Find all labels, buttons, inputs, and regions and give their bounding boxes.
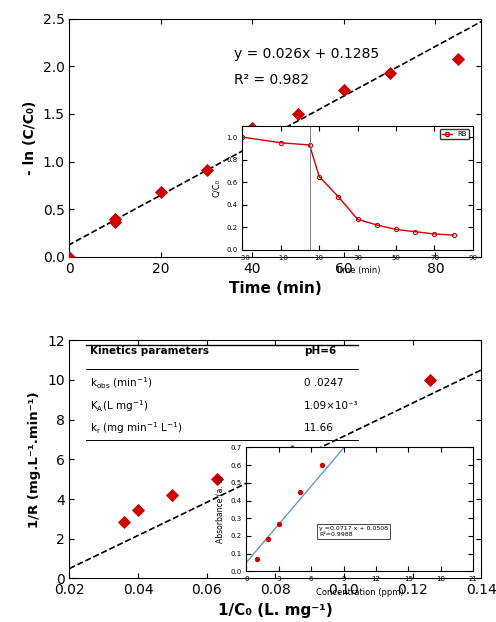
Y-axis label: - ln (C/C₀): - ln (C/C₀)	[23, 101, 37, 175]
Point	[213, 474, 221, 484]
Text: 11.66: 11.66	[304, 424, 334, 434]
Text: y = 0.026x + 0.1285: y = 0.026x + 0.1285	[234, 47, 379, 61]
Point	[426, 375, 434, 385]
Text: Kinetics parameters: Kinetics parameters	[90, 346, 209, 356]
Point	[340, 85, 348, 95]
Text: K$_\mathregular{A}$(L mg$^{-1}$): K$_\mathregular{A}$(L mg$^{-1}$)	[90, 398, 148, 414]
Y-axis label: 1/R (mg.L⁻¹.min⁻¹): 1/R (mg.L⁻¹.min⁻¹)	[28, 391, 41, 527]
Point	[111, 214, 119, 224]
Point	[134, 505, 142, 515]
Text: R² = 0.982: R² = 0.982	[234, 73, 309, 88]
Text: 1.09×10⁻³: 1.09×10⁻³	[304, 401, 359, 411]
Point	[203, 165, 211, 175]
Point	[157, 187, 165, 197]
Text: 0 .0247: 0 .0247	[304, 378, 344, 388]
Point	[121, 517, 128, 527]
Text: k$_\mathregular{obs}$ (min$^{-1}$): k$_\mathregular{obs}$ (min$^{-1}$)	[90, 376, 152, 391]
Text: (b): (b)	[435, 541, 462, 559]
Point	[248, 123, 256, 133]
Point	[65, 252, 73, 262]
Point	[111, 216, 119, 226]
Point	[168, 490, 177, 500]
X-axis label: Time (min): Time (min)	[229, 281, 321, 296]
Text: (a): (a)	[435, 219, 461, 237]
Point	[386, 68, 394, 78]
X-axis label: 1/C₀ (L. mg⁻¹): 1/C₀ (L. mg⁻¹)	[218, 603, 333, 618]
Point	[294, 109, 302, 119]
Point	[454, 53, 462, 63]
Point	[289, 447, 297, 457]
Text: pH=6: pH=6	[304, 346, 336, 356]
Text: k$_\mathregular{r}$ (mg min$^{-1}$ L$^{-1}$): k$_\mathregular{r}$ (mg min$^{-1}$ L$^{-…	[90, 420, 183, 436]
